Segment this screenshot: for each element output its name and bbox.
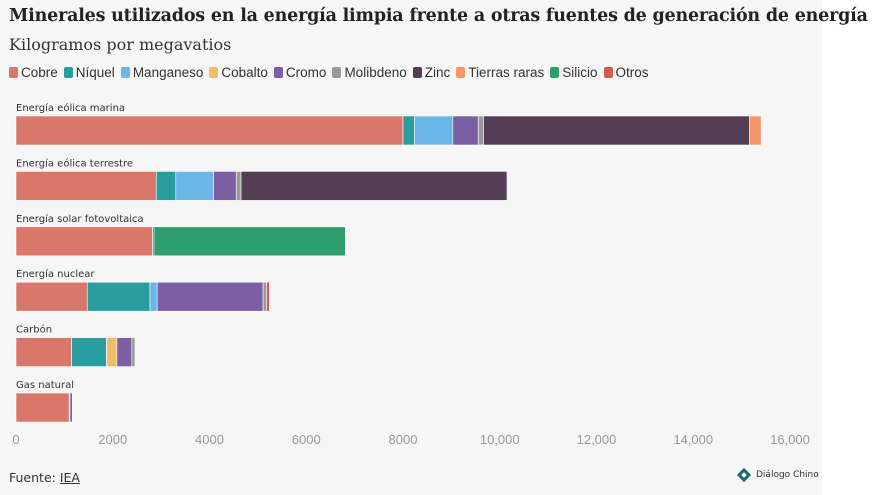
legend-swatch [209, 67, 219, 78]
bar-segment[interactable] [414, 115, 454, 146]
x-tick-label: 14,000 [673, 432, 713, 447]
bar-segment[interactable] [156, 281, 264, 312]
category-label: Energía solar fotovoltaica [16, 213, 144, 225]
bars-layer [15, 115, 762, 423]
x-tick-label: 16,000 [770, 432, 810, 447]
source-link[interactable]: IEA [59, 470, 80, 485]
stacked-bar-chart: Energía eólica marina Energía eólica terr… [12, 102, 810, 447]
x-tick-label: 0 [12, 432, 19, 447]
legend-swatch [273, 67, 283, 78]
legend-label: Silicio [562, 65, 598, 80]
bar-segment[interactable] [749, 115, 762, 146]
bar-segment[interactable] [266, 281, 270, 312]
category-label: Energía nuclear [16, 268, 95, 280]
bar-segment[interactable] [15, 337, 72, 367]
x-tick-label: 2000 [98, 432, 127, 447]
legend-item[interactable]: Zinc [412, 65, 451, 80]
legend-label: Tierras raras [468, 65, 545, 80]
legend-swatch [412, 67, 422, 78]
legend-item[interactable]: Cobalto [209, 65, 268, 80]
legend-item[interactable]: Molibdeno [332, 65, 407, 80]
bar-segment[interactable] [175, 171, 214, 201]
bar-segment[interactable] [15, 171, 157, 201]
bar-segment[interactable] [483, 115, 750, 146]
bar-segment[interactable] [402, 115, 415, 146]
x-tick-label: 4000 [195, 432, 224, 447]
category-label: Energía eólica marina [16, 102, 125, 114]
legend-label: Cobre [21, 65, 58, 80]
category-label: Carbón [16, 324, 52, 336]
bar-segment[interactable] [15, 281, 88, 312]
category-label: Energía eólica terrestre [16, 157, 133, 169]
legend-item[interactable]: Cromo [273, 65, 327, 80]
legend-label: Manganeso [132, 65, 204, 80]
legend-label: Molibdeno [344, 65, 407, 80]
bar-segment[interactable] [131, 337, 136, 367]
bar-segment[interactable] [452, 115, 479, 146]
bar-segment[interactable] [86, 281, 151, 312]
category-labels-layer: Energía eólica marina Energía eólica terr… [16, 102, 144, 391]
bar-segment[interactable] [240, 171, 508, 201]
bar-segment[interactable] [235, 171, 242, 201]
chart-title: Minerales utilizados en la energía limpi… [9, 6, 868, 26]
bar-segment[interactable] [71, 337, 107, 367]
legend-label: Níquel [75, 65, 115, 80]
bar-segment[interactable] [213, 171, 237, 201]
bar-segment[interactable] [477, 115, 484, 146]
legend-label: Cromo [285, 65, 327, 80]
brand-logo: Diálogo Chino [736, 467, 819, 483]
chart-legend: Cobre Níquel Manganeso Cobalto Cromo Molibden… [9, 65, 655, 80]
x-tick-label: 8000 [389, 432, 418, 447]
legend-swatch [550, 67, 560, 78]
bar-segment[interactable] [155, 171, 177, 201]
legend-swatch [63, 67, 73, 78]
x-tick-label: 12,000 [577, 432, 617, 447]
legend-item[interactable]: Tierras raras [456, 65, 544, 80]
legend-swatch [9, 67, 18, 78]
bar-segment[interactable] [15, 115, 404, 146]
bar-segment[interactable] [106, 337, 118, 367]
x-tick-label: 6000 [292, 432, 321, 447]
dialogo-chino-logo-icon [736, 467, 752, 483]
legend-swatch [603, 67, 613, 78]
bar-segment[interactable] [262, 281, 267, 312]
legend-item[interactable]: Otros [603, 65, 649, 80]
legend-label: Cobalto [221, 65, 268, 80]
bar-segment[interactable] [153, 226, 346, 257]
legend-item[interactable]: Silicio [550, 65, 598, 80]
category-label: Gas natural [16, 380, 74, 391]
bar-segment[interactable] [149, 281, 158, 312]
legend-swatch [120, 67, 130, 78]
x-tick-label: 10,000 [480, 432, 520, 447]
source-prefix: Fuente: [9, 470, 60, 485]
bar-segment[interactable] [116, 337, 133, 367]
x-axis-ticks-layer: 0 2000 4000 6000 8000 10,000 12,000 14,000 16,00… [12, 432, 810, 447]
bar-segment[interactable] [506, 171, 509, 201]
bar-segment[interactable] [15, 226, 153, 257]
legend-swatch [332, 67, 342, 78]
legend-item[interactable]: Cobre [9, 65, 58, 80]
legend-label: Zinc [424, 65, 451, 80]
bar-segment[interactable] [69, 392, 73, 423]
legend-swatch [456, 67, 466, 78]
brand-name: Diálogo Chino [756, 470, 819, 480]
source-note: Fuente: IEA [9, 470, 80, 485]
legend-item[interactable]: Manganeso [120, 65, 204, 80]
bar-segment[interactable] [15, 392, 70, 423]
legend-item[interactable]: Níquel [63, 65, 115, 80]
legend-label: Otros [615, 65, 649, 80]
chart-subtitle: Kilogramos por megavatios [9, 35, 232, 54]
